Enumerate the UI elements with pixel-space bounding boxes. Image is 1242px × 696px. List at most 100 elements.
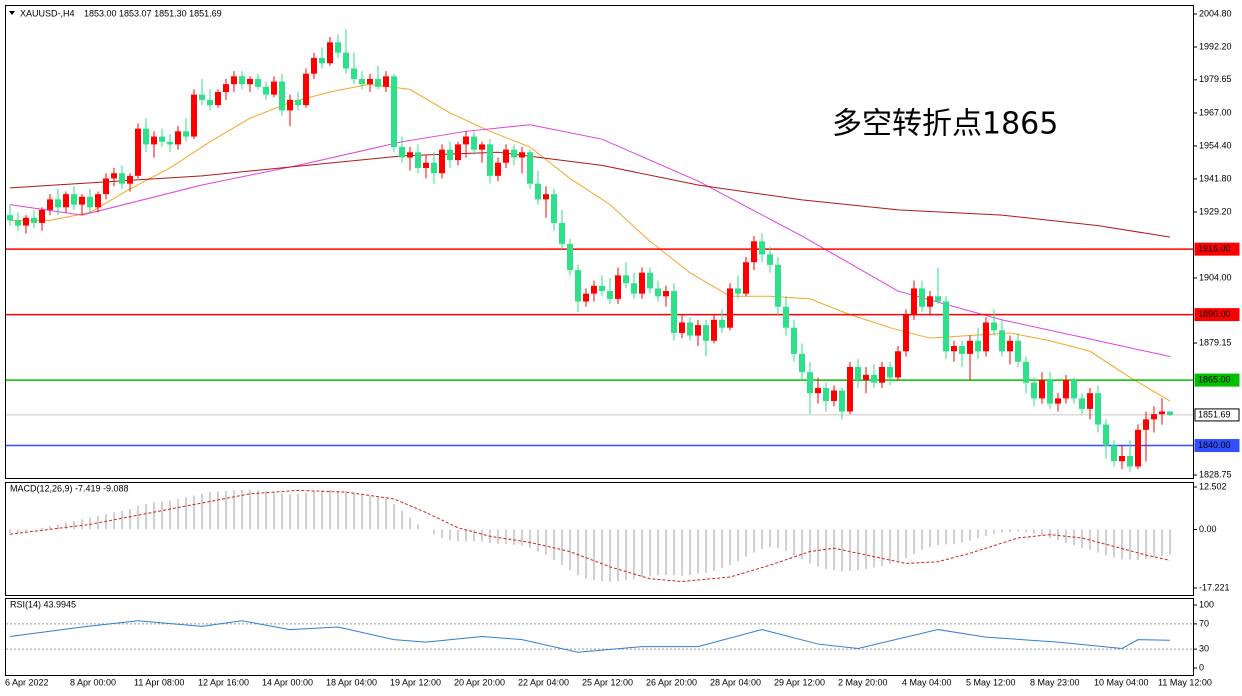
candle-body [271, 81, 277, 95]
candle-body [559, 222, 565, 244]
x-tick-label: 4 May 04:00 [902, 677, 952, 687]
x-tick-label: 11 May 12:00 [1158, 677, 1212, 687]
chart-title: XAUUSD-,H4 [20, 8, 75, 18]
candle-body [863, 374, 869, 381]
x-tick-label: 28 Apr 04:00 [710, 677, 761, 687]
candle-body [983, 322, 989, 352]
candle-body [143, 128, 149, 145]
candle-body [351, 68, 357, 79]
candle-body [423, 162, 429, 168]
candle-body [359, 78, 365, 85]
candle-body [543, 194, 549, 200]
moving-average [10, 83, 1171, 402]
candle-body [399, 147, 405, 158]
candle-body [119, 173, 125, 184]
candle-body [1119, 456, 1125, 462]
candle-body [935, 296, 941, 302]
candle-body [535, 183, 541, 200]
candle-body [375, 78, 381, 87]
x-tick-label: 20 Apr 20:00 [454, 677, 505, 687]
candle-body [319, 57, 325, 64]
candle-body [735, 288, 741, 294]
candle-body [1055, 398, 1061, 404]
candle-body [687, 322, 693, 336]
x-tick-label: 2 May 20:00 [838, 677, 888, 687]
candle-body [479, 144, 485, 150]
candle-body [751, 241, 757, 263]
candle-body [607, 291, 613, 299]
candle-body [255, 78, 261, 87]
x-tick-label: 5 May 12:00 [966, 677, 1016, 687]
candle-body [167, 141, 173, 145]
y-tick-label: 0.00 [1199, 524, 1217, 534]
candle-body [335, 42, 341, 53]
x-tick-label: 25 Apr 12:00 [582, 677, 633, 687]
x-tick-label: 8 May 23:00 [1030, 677, 1080, 687]
candle-body [943, 301, 949, 352]
candle-body [263, 86, 269, 95]
candle-body [135, 128, 141, 176]
x-tick-label: 11 Apr 08:00 [134, 677, 184, 687]
candle-body [927, 296, 933, 307]
candle-body [519, 152, 525, 158]
candle-body [727, 288, 733, 328]
candle-body [903, 314, 909, 352]
annotation: 多空转折点1865 [832, 107, 1058, 142]
candle-body [487, 144, 493, 176]
candle-body [791, 327, 797, 354]
candle-body [623, 275, 629, 284]
candle-body [695, 325, 701, 336]
y-tick-label: 1979.65 [1199, 74, 1232, 84]
y-tick-label: -17.221 [1199, 582, 1230, 592]
candle-body [663, 291, 669, 297]
candle-body [455, 144, 461, 161]
candle-body [231, 76, 237, 85]
candle-body [911, 288, 917, 315]
y-tick-label: 12.502 [1199, 481, 1227, 491]
candle-body [991, 322, 997, 331]
candle-body [31, 217, 37, 223]
candle-body [303, 73, 309, 106]
candle-body [463, 136, 469, 145]
candle-body [719, 319, 725, 328]
candle-body [55, 199, 61, 208]
moving-average [9, 151, 1171, 238]
x-tick-label: 6 Apr 2022 [5, 677, 49, 687]
candle-body [183, 131, 189, 137]
x-tick-label: 14 Apr 00:00 [262, 677, 313, 687]
candle-body [815, 387, 821, 394]
candle-body [1143, 419, 1149, 430]
candle-body [159, 136, 165, 142]
candle-body [647, 272, 653, 289]
candle-body [191, 94, 197, 137]
candle-body [79, 196, 85, 205]
x-tick-label: 12 Apr 16:00 [198, 677, 249, 687]
candle-body [967, 340, 973, 354]
y-tick-label: 1954.40 [1199, 140, 1232, 150]
candle-body [783, 306, 789, 328]
candle-body [175, 131, 181, 145]
candle-body [207, 99, 213, 106]
candle-body [223, 84, 229, 93]
candle-body [823, 387, 829, 402]
candle-body [111, 173, 117, 179]
y-tick-label: 1879.15 [1199, 337, 1232, 347]
candle-body [799, 353, 805, 373]
candle-body [1167, 411, 1173, 415]
candle-body [1047, 380, 1053, 404]
candle-body [415, 152, 421, 168]
candle-body [775, 264, 781, 307]
candle-body [711, 319, 717, 341]
quote: 1853.00 1853.07 1851.30 1851.69 [84, 8, 222, 18]
candle-body [831, 390, 837, 402]
y-tick-label: 70 [1199, 618, 1209, 628]
y-tick-label: 1941.80 [1199, 173, 1232, 183]
candle-body [575, 270, 581, 302]
candle-body [15, 220, 21, 226]
level-label: 1851.69 [1198, 409, 1231, 419]
candle-body [1063, 380, 1069, 399]
candle-body [383, 76, 389, 87]
y-tick-label: 100 [1199, 599, 1214, 609]
candle-body [391, 76, 397, 148]
symbol-menu[interactable] [9, 11, 15, 15]
